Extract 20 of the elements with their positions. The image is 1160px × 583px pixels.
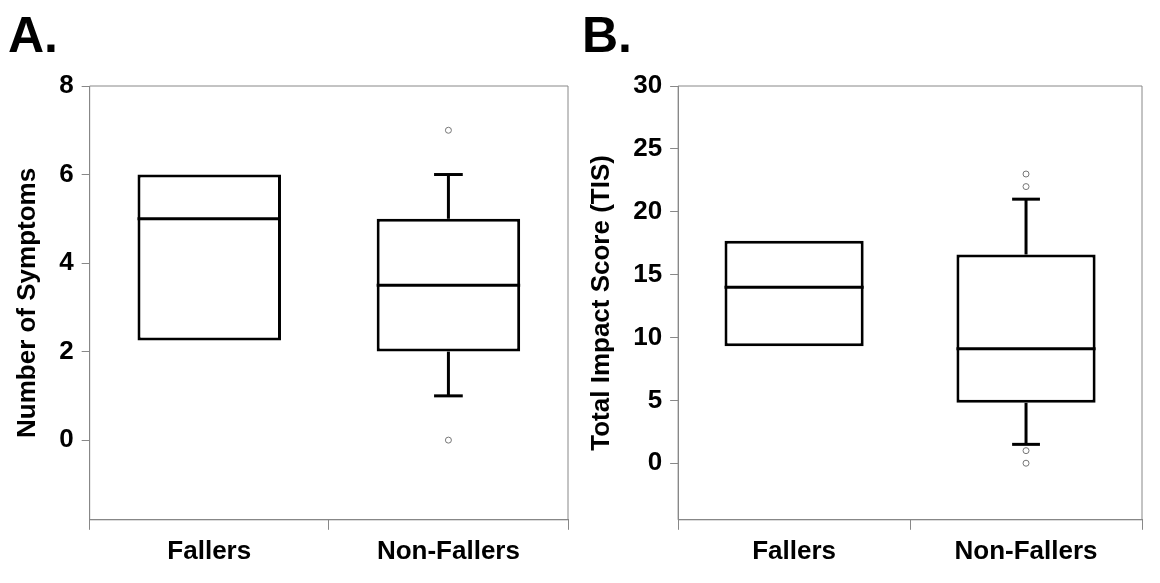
y-tick-label: 2 bbox=[59, 334, 74, 365]
y-tick-label: 20 bbox=[633, 194, 663, 225]
y-tick-label: 5 bbox=[647, 383, 663, 414]
y-tick-label: 25 bbox=[633, 132, 663, 163]
y-tick-label: 15 bbox=[633, 257, 663, 288]
y-tick-label: 4 bbox=[59, 246, 75, 277]
chart-title: A. bbox=[8, 6, 58, 63]
x-tick-label: Non-Fallers bbox=[376, 534, 520, 565]
y-axis-title: Total Impact Score (TIS) bbox=[584, 155, 615, 451]
x-tick-label: Fallers bbox=[752, 534, 836, 565]
y-tick-label: 0 bbox=[59, 423, 74, 454]
y-tick-label: 30 bbox=[633, 69, 663, 100]
x-tick-label: Non-Fallers bbox=[954, 534, 1098, 565]
x-tick-label: Fallers bbox=[167, 534, 252, 565]
y-tick-label: 0 bbox=[647, 446, 663, 477]
y-tick-label: 6 bbox=[59, 157, 74, 188]
y-tick-label: 8 bbox=[59, 69, 74, 100]
y-tick-label: 10 bbox=[633, 320, 663, 351]
chart-title: B. bbox=[582, 6, 632, 63]
y-axis-title: Number of Symptoms bbox=[10, 167, 41, 438]
